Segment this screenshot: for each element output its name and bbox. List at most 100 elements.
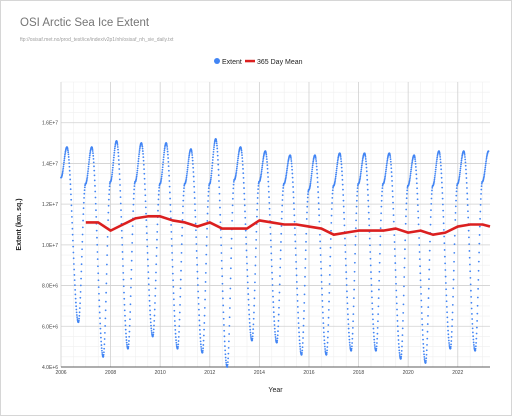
data-point-extent <box>269 239 272 242</box>
data-point-extent <box>136 165 139 167</box>
data-point-extent <box>408 180 411 183</box>
data-point-extent <box>129 303 132 306</box>
data-point-extent <box>429 240 431 243</box>
data-point-extent <box>398 354 401 356</box>
data-point-extent <box>330 229 332 232</box>
data-point-extent <box>454 211 457 214</box>
data-point-extent <box>102 355 105 358</box>
data-point-extent <box>256 192 259 195</box>
data-point-extent <box>62 163 65 166</box>
data-point-extent <box>252 317 255 320</box>
data-point-extent <box>92 158 95 160</box>
data-point-extent <box>212 150 215 153</box>
data-point-extent <box>181 219 184 221</box>
data-point-extent <box>161 173 163 176</box>
data-point-extent <box>141 144 143 146</box>
data-point-extent <box>247 303 250 306</box>
data-point-extent <box>367 194 369 196</box>
data-point-extent <box>245 256 248 258</box>
data-point-extent <box>88 154 91 157</box>
data-point-extent <box>276 341 278 344</box>
data-point-extent <box>212 148 215 151</box>
data-point-extent <box>395 282 397 285</box>
data-point-extent <box>118 168 121 170</box>
data-point-extent <box>113 154 115 157</box>
data-point-extent <box>444 275 447 278</box>
data-point-extent <box>199 333 202 336</box>
data-point-extent <box>149 317 152 320</box>
data-point-extent <box>217 158 219 161</box>
data-point-extent <box>441 192 444 194</box>
data-point-extent <box>433 178 436 181</box>
data-point-extent <box>286 167 289 170</box>
data-point-extent <box>75 314 78 316</box>
legend[interactable]: Extent 365 Day Mean <box>214 58 303 66</box>
data-point-extent <box>321 311 324 314</box>
data-point-extent <box>78 307 81 309</box>
data-point-extent <box>116 142 119 145</box>
data-point-extent <box>153 320 156 322</box>
data-point-extent <box>368 237 371 240</box>
data-point-extent <box>204 289 207 292</box>
data-point-extent <box>303 284 306 287</box>
data-point-extent <box>380 194 383 197</box>
x-tick-label: 2020 <box>403 370 414 376</box>
data-point-extent <box>207 187 210 190</box>
data-point-extent <box>152 335 154 337</box>
data-point-extent <box>354 244 357 246</box>
data-point-extent <box>380 199 383 202</box>
data-point-extent <box>414 160 417 163</box>
chart-subtitle: ftp://osisaf.met.no/prod_test/ice/index/… <box>20 37 174 43</box>
data-point-extent <box>396 308 398 311</box>
data-point-extent <box>265 158 268 161</box>
data-point-extent <box>398 352 401 354</box>
data-point-extent <box>202 339 205 342</box>
data-point-extent <box>260 170 263 173</box>
data-point-extent <box>356 184 359 187</box>
data-point-extent <box>342 199 345 202</box>
data-point-extent <box>105 291 108 294</box>
y-axis-title: Extent (km. sq.) <box>16 198 23 250</box>
data-point-extent <box>296 300 299 302</box>
data-point-extent <box>177 335 180 338</box>
data-point-extent <box>300 353 303 356</box>
data-point-extent <box>446 325 449 328</box>
data-point-extent <box>403 285 405 288</box>
data-point-extent <box>446 311 448 314</box>
data-point-extent <box>345 277 348 280</box>
data-point-extent <box>440 172 443 175</box>
data-point-extent <box>235 172 237 175</box>
data-point-extent <box>324 350 327 352</box>
data-point-extent <box>350 345 353 348</box>
data-point-extent <box>125 336 128 338</box>
data-point-extent <box>468 250 471 252</box>
data-point-extent <box>394 269 397 271</box>
data-point-extent <box>122 271 125 274</box>
data-point-extent <box>277 330 279 333</box>
data-point-extent <box>468 236 470 239</box>
data-point-extent <box>396 314 399 317</box>
data-point-extent <box>409 172 412 175</box>
data-point-extent <box>484 168 486 171</box>
data-point-extent <box>397 342 400 345</box>
data-point-extent <box>74 289 77 291</box>
data-point-extent <box>482 176 485 179</box>
data-point-extent <box>409 174 412 177</box>
data-point-extent <box>299 348 302 350</box>
data-point-extent <box>236 165 238 168</box>
data-point-extent <box>241 160 244 163</box>
data-point-extent <box>443 235 446 238</box>
data-point-extent <box>484 166 487 169</box>
data-point-extent <box>439 156 442 158</box>
data-point-extent <box>455 190 458 193</box>
data-point-extent <box>231 211 234 214</box>
data-point-extent <box>208 184 210 187</box>
data-point-extent <box>178 318 181 321</box>
data-point-extent <box>273 320 276 323</box>
data-point-extent <box>145 225 148 228</box>
data-point-extent <box>319 254 322 256</box>
data-point-extent <box>281 199 284 201</box>
data-point-extent <box>319 240 322 243</box>
data-point-extent <box>249 334 252 336</box>
data-point-extent <box>212 156 214 159</box>
